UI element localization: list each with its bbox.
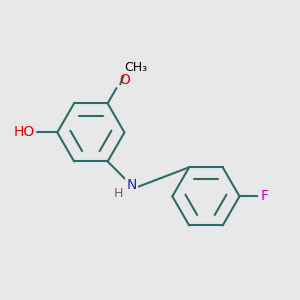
Text: O: O	[119, 73, 130, 86]
Text: H: H	[114, 187, 124, 200]
Text: F: F	[260, 189, 268, 203]
Text: CH₃: CH₃	[124, 61, 147, 74]
Text: HO: HO	[14, 125, 35, 140]
Text: N: N	[126, 178, 137, 193]
